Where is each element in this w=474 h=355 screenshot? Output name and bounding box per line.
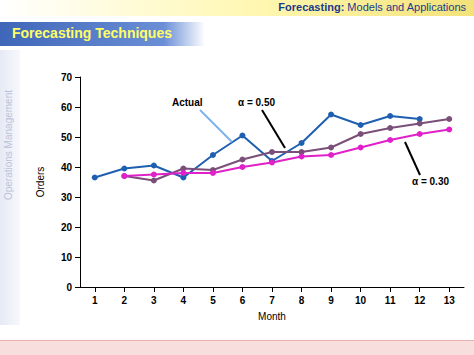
svg-text:70: 70: [61, 72, 73, 83]
svg-text:α = 0.30: α = 0.30: [412, 176, 449, 187]
html-text:Forecasting Techniques: Forecasting Techniques: [12, 25, 172, 41]
svg-text:20: 20: [61, 222, 73, 233]
svg-text:7: 7: [269, 295, 275, 306]
svg-text:13: 13: [444, 295, 456, 306]
svg-text:Actual: Actual: [172, 97, 203, 108]
svg-text:60: 60: [61, 102, 73, 113]
svg-text:50: 50: [61, 132, 73, 143]
svg-text:Month: Month: [258, 311, 286, 322]
svg-text:3: 3: [151, 295, 157, 306]
svg-text:0: 0: [66, 282, 72, 293]
html-text:Forecasting: Models and Applic: Forecasting: Models and Applications: [278, 1, 466, 13]
svg-text:9: 9: [328, 295, 334, 306]
svg-text:α = 0.50: α = 0.50: [238, 97, 275, 108]
svg-text:8: 8: [299, 295, 305, 306]
svg-text:10: 10: [61, 252, 73, 263]
html-text:Operations Management: Operations Management: [3, 90, 14, 201]
svg-text:1: 1: [92, 295, 98, 306]
svg-text:11: 11: [385, 295, 396, 306]
svg-text:4: 4: [181, 295, 187, 306]
svg-text:40: 40: [61, 162, 73, 173]
svg-text:12: 12: [414, 295, 426, 306]
svg-text:10: 10: [355, 295, 367, 306]
svg-text:30: 30: [61, 192, 73, 203]
svg-text:5: 5: [210, 295, 216, 306]
svg-text:6: 6: [240, 295, 246, 306]
svg-text:2: 2: [122, 295, 128, 306]
svg-text:Orders: Orders: [35, 167, 46, 198]
